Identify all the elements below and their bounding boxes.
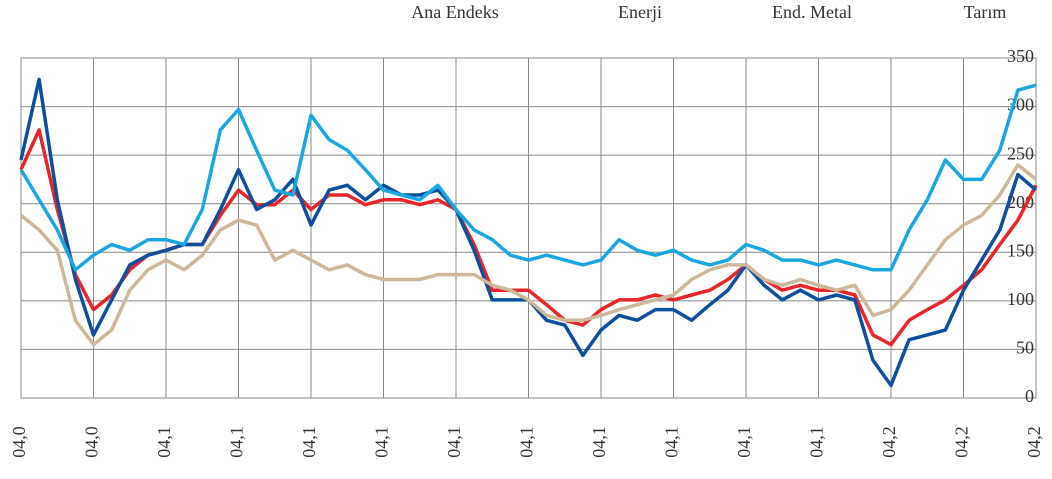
legend-label: Ana Endeks — [411, 2, 498, 22]
y-tick-label: 350 — [1007, 46, 1034, 66]
x-tick-label: 04,0 — [9, 426, 29, 458]
x-tick-label: 04,1 — [807, 426, 827, 458]
series-line — [19, 163, 1038, 347]
x-tick-label: 04,0 — [82, 426, 102, 458]
x-tick-label: 04,1 — [444, 426, 464, 458]
x-tick-label: 04,1 — [589, 426, 609, 458]
x-tick-label: 04,2 — [1024, 426, 1044, 458]
y-tick-label: 100 — [1007, 289, 1034, 309]
series-line — [19, 83, 1037, 272]
x-tick-label: 04,1 — [734, 426, 754, 458]
x-tick-label: 04,1 — [227, 426, 247, 458]
x-tick-label: 04,1 — [154, 426, 174, 458]
x-tick-label: 04,1 — [662, 426, 682, 458]
y-tick-label: 250 — [1007, 143, 1034, 163]
legend-label: Tarım — [964, 2, 1007, 22]
legend-label: End. Metal — [772, 2, 852, 22]
y-tick-label: 150 — [1007, 240, 1034, 260]
y-tick-label: 0 — [1025, 386, 1034, 406]
x-tick-label: 04,2 — [879, 426, 899, 458]
x-tick-label: 04,2 — [952, 426, 972, 458]
x-tick-label: 04,1 — [517, 426, 537, 458]
x-tick-label: 04,1 — [299, 426, 319, 458]
legend-label: Enerji — [618, 2, 662, 22]
x-tick-label: 04,1 — [372, 426, 392, 458]
y-tick-label: 200 — [1007, 192, 1034, 212]
y-tick-label: 50 — [1016, 338, 1034, 358]
